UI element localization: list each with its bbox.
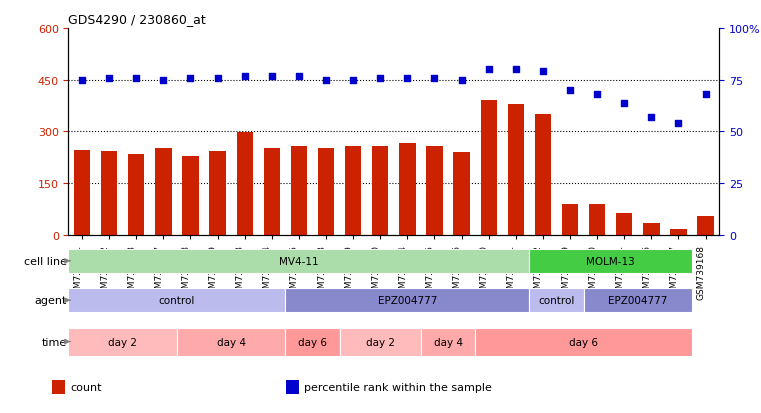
Point <box>266 73 278 80</box>
Bar <box>584 288 692 313</box>
Bar <box>291 147 307 235</box>
Bar <box>285 380 298 394</box>
Text: day 4: day 4 <box>434 337 463 347</box>
Bar <box>318 148 334 235</box>
Point <box>564 88 576 94</box>
Bar <box>530 288 584 313</box>
Point <box>699 92 712 98</box>
Bar <box>643 223 660 235</box>
Bar <box>421 328 475 356</box>
Point <box>618 100 630 107</box>
Bar <box>372 147 388 235</box>
Text: agent: agent <box>35 295 67 306</box>
Point <box>158 77 170 84</box>
Point <box>293 73 305 80</box>
Text: day 2: day 2 <box>366 337 395 347</box>
Bar <box>264 149 280 235</box>
Text: EPZ004777: EPZ004777 <box>377 295 437 306</box>
Bar <box>562 204 578 235</box>
Text: EPZ004777: EPZ004777 <box>608 295 667 306</box>
Point <box>347 77 359 84</box>
Bar <box>74 151 90 235</box>
Text: day 2: day 2 <box>108 337 137 347</box>
Text: control: control <box>538 295 575 306</box>
Point <box>482 67 495 74</box>
Text: count: count <box>70 382 101 392</box>
Bar <box>535 115 551 235</box>
Text: GDS4290 / 230860_at: GDS4290 / 230860_at <box>68 13 206 26</box>
Bar <box>589 204 605 235</box>
Bar <box>183 156 199 235</box>
Point <box>591 92 603 98</box>
Bar <box>128 154 145 235</box>
Point <box>645 114 658 121</box>
Bar <box>508 104 524 235</box>
Bar <box>237 133 253 235</box>
Bar <box>339 328 421 356</box>
Bar <box>426 147 443 235</box>
Point <box>76 77 88 84</box>
Text: time: time <box>42 337 67 347</box>
Bar <box>177 328 285 356</box>
Bar <box>475 328 692 356</box>
Point <box>673 121 685 127</box>
Bar <box>155 149 171 235</box>
Text: day 4: day 4 <box>217 337 246 347</box>
Bar <box>68 328 177 356</box>
Bar <box>101 152 117 235</box>
Bar <box>616 213 632 235</box>
Bar <box>68 288 285 313</box>
Text: control: control <box>159 295 195 306</box>
Point <box>428 75 441 82</box>
Point <box>130 75 142 82</box>
Point <box>401 75 413 82</box>
Text: MOLM-13: MOLM-13 <box>586 256 635 266</box>
Bar <box>454 153 470 235</box>
Bar <box>68 249 530 273</box>
Text: day 6: day 6 <box>298 337 327 347</box>
Text: MV4-11: MV4-11 <box>279 256 319 266</box>
Text: day 6: day 6 <box>569 337 598 347</box>
Bar <box>481 101 497 235</box>
Bar <box>52 380 65 394</box>
Point <box>537 69 549 76</box>
Point <box>456 77 468 84</box>
Point <box>239 73 251 80</box>
Point <box>510 67 522 74</box>
Bar <box>345 147 361 235</box>
Bar <box>285 328 339 356</box>
Point <box>320 77 332 84</box>
Bar <box>285 288 530 313</box>
Bar <box>400 143 416 235</box>
Point <box>103 75 115 82</box>
Point <box>184 75 196 82</box>
Point <box>212 75 224 82</box>
Bar <box>530 249 692 273</box>
Bar <box>670 229 686 235</box>
Bar <box>697 216 714 235</box>
Point <box>374 75 387 82</box>
Text: percentile rank within the sample: percentile rank within the sample <box>304 382 492 392</box>
Text: cell line: cell line <box>24 256 67 266</box>
Bar <box>209 152 226 235</box>
